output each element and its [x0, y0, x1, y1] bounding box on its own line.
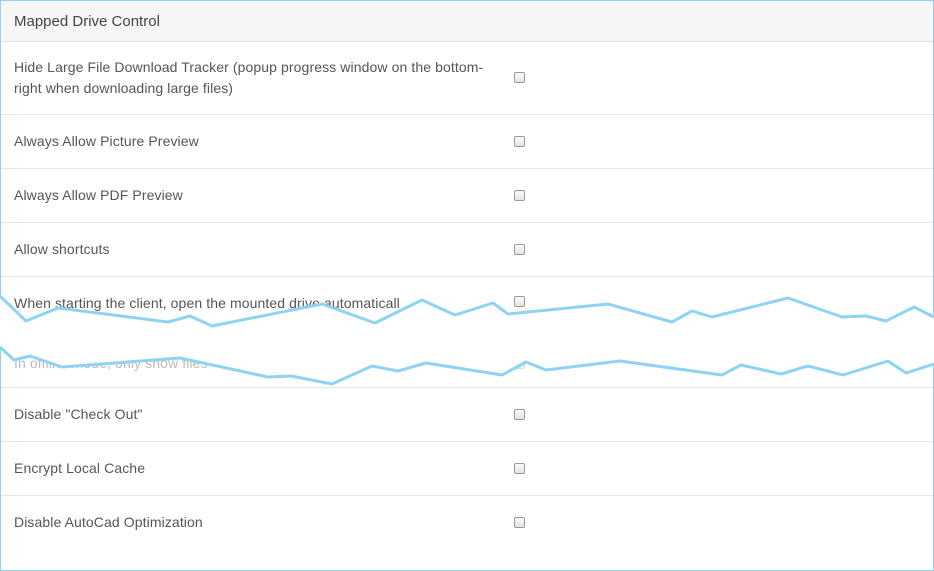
- setting-row-allow-shortcuts: Allow shortcuts: [1, 223, 933, 277]
- setting-row-pdf-preview: Always Allow PDF Preview: [1, 169, 933, 223]
- setting-label: Encrypt Local Cache: [14, 460, 146, 476]
- settings-list: Hide Large File Download Tracker (popup …: [1, 42, 933, 549]
- setting-label: Hide Large File Download Tracker (popup …: [14, 59, 484, 96]
- setting-label: When starting the client, open the mount…: [14, 295, 400, 311]
- setting-label: Disable AutoCad Optimization: [14, 514, 203, 530]
- panel-header: Mapped Drive Control: [1, 1, 933, 42]
- setting-row-offline-mode: In offline mode, only show files: [1, 328, 933, 388]
- setting-row-picture-preview: Always Allow Picture Preview: [1, 115, 933, 169]
- encrypt-cache-checkbox[interactable]: [514, 462, 525, 474]
- panel-title: Mapped Drive Control: [14, 12, 160, 30]
- allow-shortcuts-checkbox[interactable]: [514, 243, 525, 255]
- disable-check-out-checkbox[interactable]: [514, 408, 525, 420]
- hide-download-tracker-checkbox[interactable]: [514, 72, 525, 83]
- setting-row-encrypt-cache: Encrypt Local Cache: [1, 442, 933, 496]
- open-mounted-drive-checkbox[interactable]: [514, 296, 525, 307]
- setting-label: Allow shortcuts: [14, 241, 110, 257]
- setting-label: Always Allow Picture Preview: [14, 133, 199, 149]
- setting-row-open-mounted-drive: When starting the client, open the mount…: [1, 277, 933, 328]
- setting-label: Disable "Check Out": [14, 406, 143, 422]
- setting-label: Always Allow PDF Preview: [14, 187, 183, 203]
- setting-row-disable-check-out: Disable "Check Out": [1, 388, 933, 442]
- pdf-preview-checkbox[interactable]: [514, 189, 525, 201]
- picture-preview-checkbox[interactable]: [514, 135, 525, 147]
- setting-label: In offline mode, only show files: [14, 355, 208, 371]
- offline-mode-checkbox[interactable]: [514, 358, 525, 369]
- autocad-optimization-checkbox[interactable]: [514, 516, 525, 528]
- setting-row-hide-download-tracker: Hide Large File Download Tracker (popup …: [1, 42, 933, 115]
- setting-row-autocad-optimization: Disable AutoCad Optimization: [1, 496, 933, 549]
